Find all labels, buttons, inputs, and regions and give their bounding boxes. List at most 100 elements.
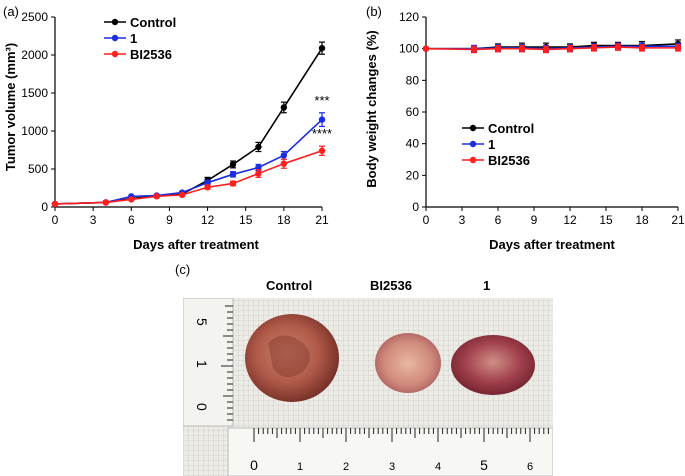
series-line-Control <box>54 47 323 205</box>
horizontal-ruler <box>227 427 553 476</box>
data-point-BI2536 <box>422 45 430 52</box>
legend-label: Control <box>488 121 534 136</box>
y-tick-label: 2500 <box>21 10 48 24</box>
y-tick-label: 80 <box>406 73 420 87</box>
data-point-BI2536 <box>674 44 682 52</box>
x-tick-label: 3 <box>459 213 466 227</box>
data-point-BI2536 <box>566 45 574 52</box>
x-tick-label: 12 <box>563 213 577 227</box>
data-point-BI2536 <box>128 196 135 203</box>
data-point-Control <box>255 143 262 151</box>
significance-annotation: *** <box>314 93 329 108</box>
data-point-BI2536 <box>614 43 622 51</box>
tumor-1 <box>451 335 535 395</box>
hruler-label-5: 5 <box>480 457 488 473</box>
legend-marker <box>111 18 119 26</box>
data-point-BI2536 <box>542 46 550 53</box>
series-line-BI2536 <box>54 150 323 205</box>
legend-label: BI2536 <box>488 153 530 168</box>
x-tick-label: 21 <box>671 213 685 227</box>
data-point-Control <box>318 44 326 52</box>
data-point-1 <box>255 164 262 171</box>
legend-marker <box>111 34 119 42</box>
legend-marker <box>469 156 477 164</box>
y-tick-label: 500 <box>28 162 48 176</box>
y-tick-label: 1000 <box>21 124 48 138</box>
data-point-1 <box>229 171 237 178</box>
chart-b: 0 3 6 9 12 15 18 21 0 20 40 60 80 100 120 Control1BI253… <box>399 10 685 227</box>
vruler-label-0: 0 <box>194 403 210 411</box>
x-tick-label: 21 <box>315 213 329 227</box>
data-point-BI2536 <box>638 44 646 52</box>
y-tick-label: 0 <box>412 200 419 214</box>
data-point-BI2536 <box>229 180 237 187</box>
data-point-BI2536 <box>518 45 526 52</box>
x-tick-label: 6 <box>128 213 135 227</box>
photo-label-1: 1 <box>483 278 491 293</box>
vertical-ruler <box>183 298 234 427</box>
chart-b-xlabel: Days after treatment <box>489 237 615 252</box>
y-tick-label: 0 <box>41 200 48 214</box>
chart-a: 0 3 6 9 12 15 18 21 0 500 1000 1500 2000 2500 Control1… <box>21 10 332 227</box>
tumor-control-texture <box>268 335 311 377</box>
panel-b-label: (b) <box>366 4 382 19</box>
data-point-BI2536 <box>255 170 262 177</box>
hruler-label-6: 6 <box>527 461 533 473</box>
legend-label: Control <box>130 15 176 30</box>
legend-marker <box>469 140 477 148</box>
x-tick-label: 3 <box>90 213 97 227</box>
y-tick-label: 2000 <box>21 48 48 62</box>
x-tick-label: 0 <box>52 213 59 227</box>
series-line-BI2536 <box>425 46 678 51</box>
y-tick-label: 60 <box>406 105 420 119</box>
x-tick-label: 0 <box>423 213 430 227</box>
y-tick-label: 40 <box>406 137 420 151</box>
chart-b-ylabel: Body weight changes (%) <box>364 30 379 187</box>
data-point-BI2536 <box>51 200 59 208</box>
data-point-1 <box>318 116 326 123</box>
photo-label-bi2536: BI2536 <box>370 278 412 293</box>
vruler-label-1: 1 <box>194 360 210 368</box>
y-tick-label: 20 <box>406 168 420 182</box>
chart-a-xlabel: Days after treatment <box>133 237 259 252</box>
x-tick-label: 15 <box>599 213 613 227</box>
x-tick-label: 9 <box>531 213 538 227</box>
data-point-BI2536 <box>590 44 598 52</box>
x-tick-label: 9 <box>166 213 173 227</box>
y-tick-label: 120 <box>399 10 419 24</box>
vertical-ruler-ticks <box>221 305 233 421</box>
x-tick-label: 6 <box>495 213 502 227</box>
data-point-BI2536 <box>102 199 110 206</box>
data-point-BI2536 <box>470 46 478 53</box>
vruler-label-5: 5 <box>194 318 210 326</box>
x-tick-label: 15 <box>239 213 253 227</box>
tumor-photo: 5 1 0 0 1 2 3 4 5 6 <box>183 298 553 476</box>
legend-marker <box>111 50 119 58</box>
x-tick-label: 12 <box>201 213 215 227</box>
tumor-photo-drawing: 5 1 0 0 1 2 3 4 5 6 <box>183 298 553 476</box>
data-point-1 <box>204 179 211 186</box>
horizontal-ruler-ticks <box>253 428 549 442</box>
y-tick-label: 1500 <box>21 86 48 100</box>
series-line-1 <box>54 119 323 205</box>
data-point-BI2536 <box>204 184 211 191</box>
tumor-bi2536 <box>375 333 441 393</box>
hruler-label-0: 0 <box>250 457 258 473</box>
significance-annotation: **** <box>312 126 332 141</box>
legend-marker <box>469 124 477 132</box>
data-point-1 <box>280 152 288 159</box>
hruler-label-3: 3 <box>389 461 395 473</box>
chart-a-ylabel: Tumor volume (mm³) <box>3 43 18 171</box>
data-point-Control <box>280 104 288 111</box>
legend-label: BI2536 <box>130 47 172 62</box>
hruler-label-2: 2 <box>343 461 349 473</box>
panel-a-label: (a) <box>3 4 19 19</box>
data-point-BI2536 <box>318 147 326 154</box>
data-point-BI2536 <box>280 160 288 167</box>
hruler-label-1: 1 <box>297 461 303 473</box>
y-tick-label: 100 <box>399 42 419 56</box>
panel-c-label: (c) <box>175 262 191 277</box>
data-point-BI2536 <box>178 191 186 199</box>
data-point-BI2536 <box>153 193 160 200</box>
